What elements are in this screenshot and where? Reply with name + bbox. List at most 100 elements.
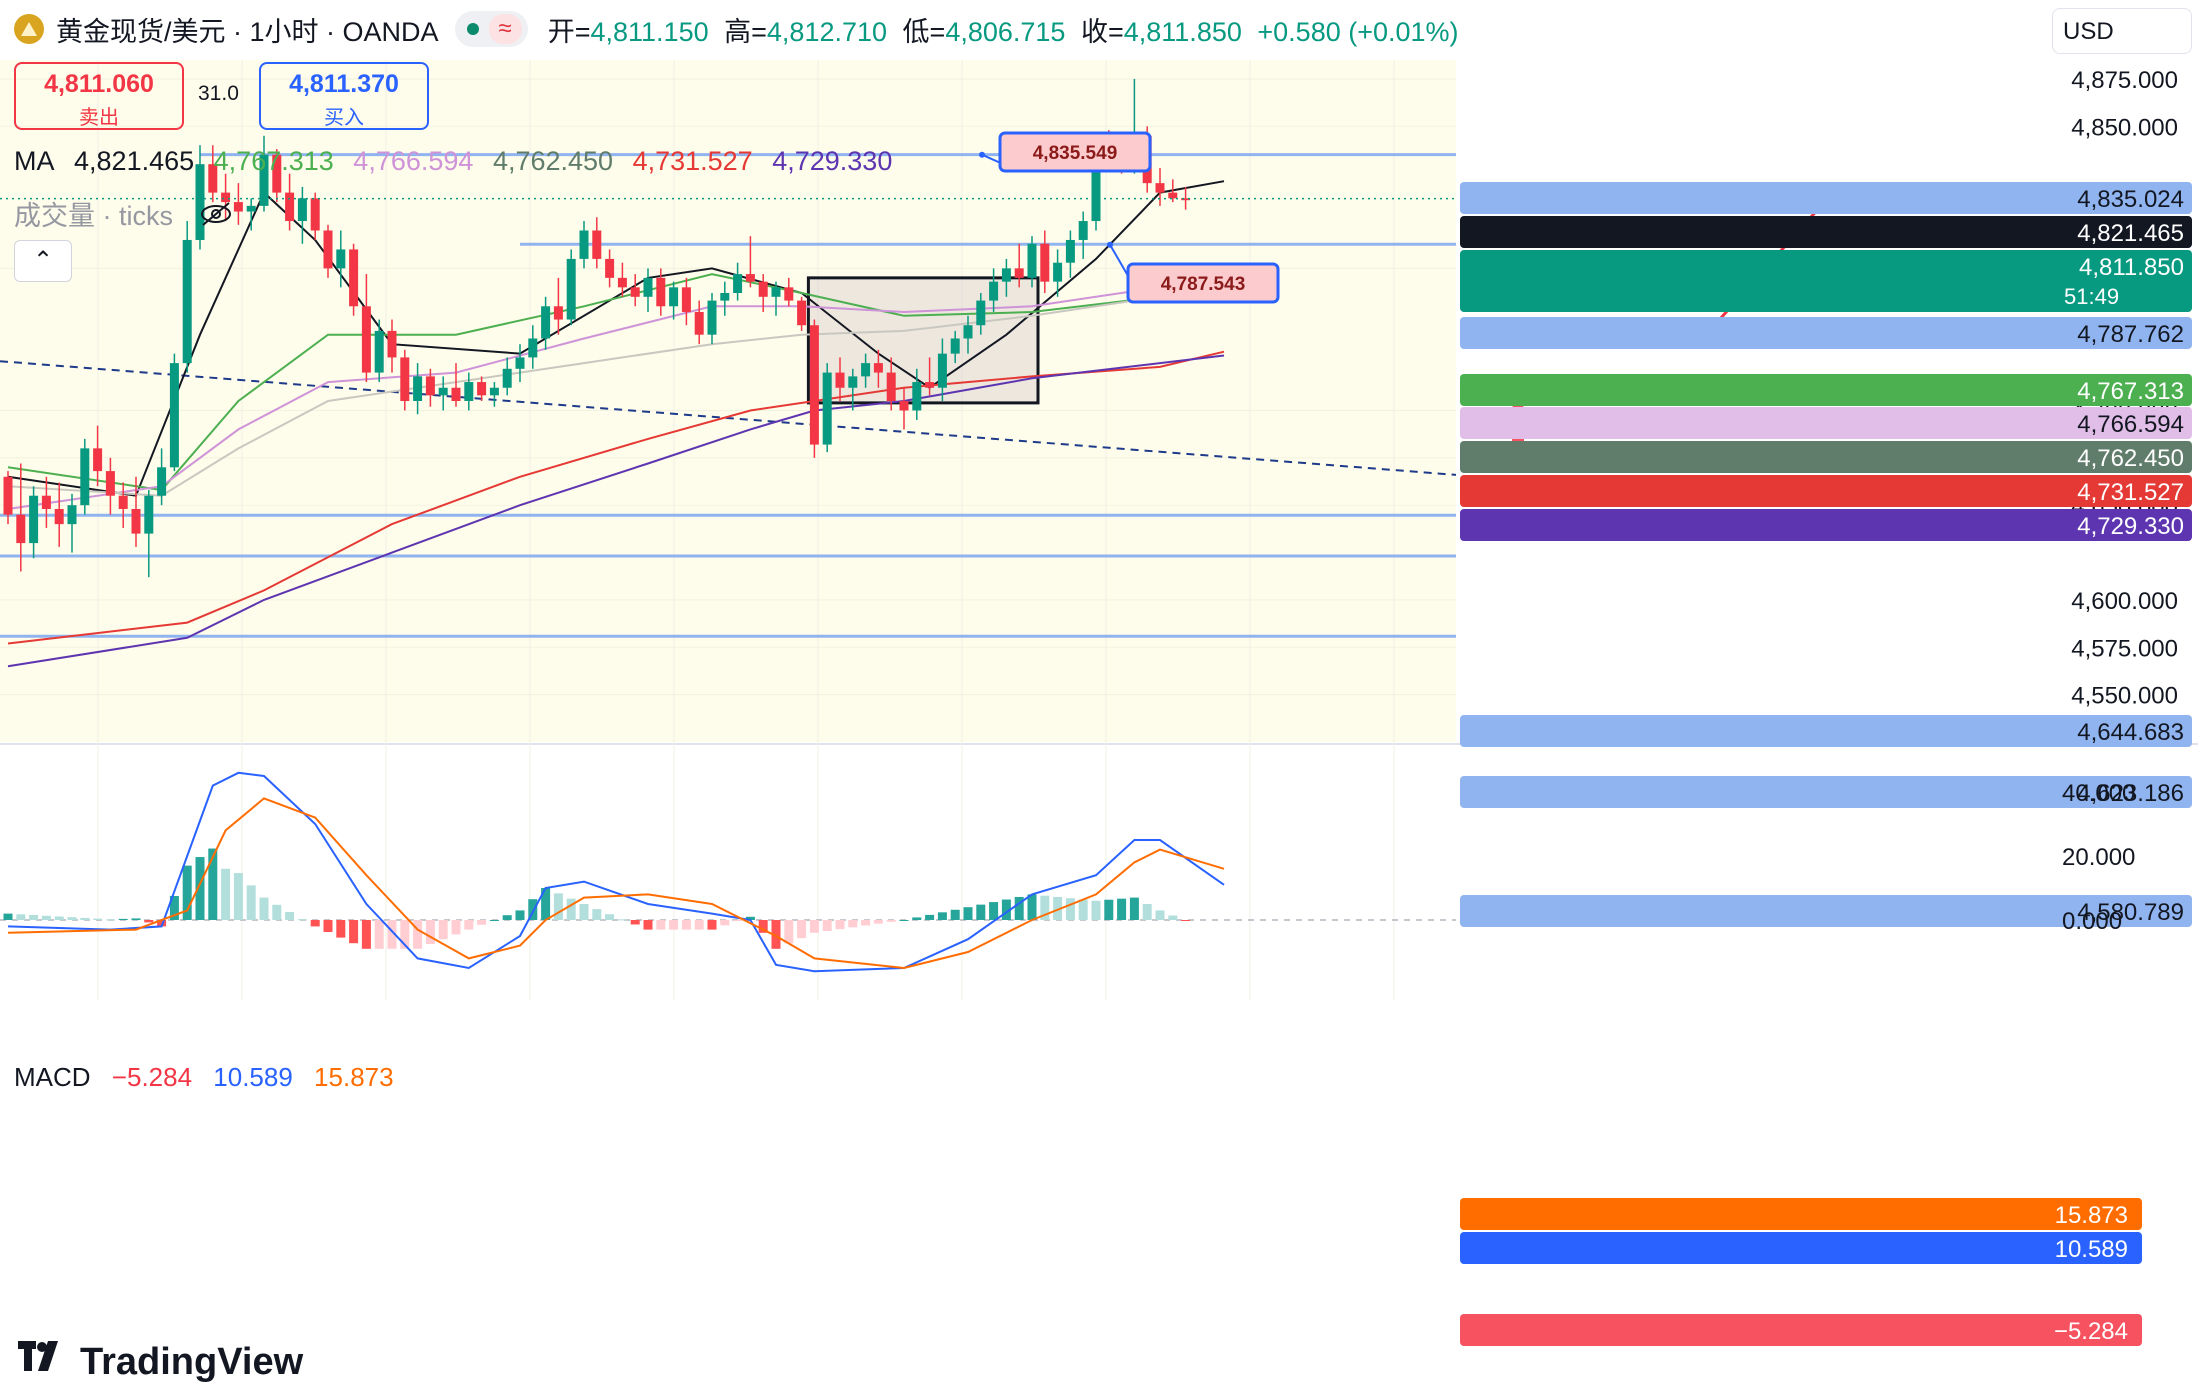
currency-selector[interactable]: USD	[2052, 8, 2192, 54]
ma-legend[interactable]: MA 4,821.465 4,767.313 4,766.594 4,762.4…	[14, 146, 904, 177]
ma-legend-label: MA	[14, 146, 55, 176]
macd-histogram-bar	[822, 920, 832, 931]
macd-histogram-bar	[643, 920, 653, 930]
macd-histogram-bar	[1155, 910, 1165, 920]
macd-legend[interactable]: MACD −5.284 10.589 15.873	[14, 1062, 408, 1093]
candle-body	[1065, 239, 1075, 263]
callout-support: 4,787.543	[1107, 241, 1280, 304]
candle	[797, 296, 807, 331]
macd-histogram-bar	[246, 885, 256, 920]
candle	[976, 293, 986, 335]
candle	[413, 363, 423, 415]
candle-body	[1027, 243, 1037, 278]
candle	[694, 300, 704, 345]
macd-histogram-bar	[93, 918, 103, 920]
macd-histogram-bar	[899, 920, 909, 921]
candle-body	[1181, 198, 1191, 201]
macd-histogram-bar	[41, 915, 51, 920]
candle-body	[374, 330, 384, 373]
price-tag-text: 4,729.330	[2077, 513, 2184, 540]
candle-body	[195, 164, 205, 240]
candle	[592, 217, 602, 269]
candle	[3, 471, 13, 525]
macd-histogram-bar	[118, 918, 128, 920]
ohlc-open-label: 开=	[547, 16, 591, 47]
candle-body	[976, 300, 986, 326]
price-tag-bg	[1460, 374, 2192, 406]
ma-line-1	[7, 180, 1225, 497]
macd-histogram-bar	[950, 909, 960, 920]
candle-body	[438, 387, 448, 396]
candle	[656, 268, 666, 316]
candle	[425, 368, 435, 407]
price-tag: 4,766.594	[1460, 407, 2192, 439]
candle-body	[989, 281, 999, 301]
macd-value-tag: −5.284	[1460, 1314, 2142, 1346]
ohlc-close-label: 收=	[1080, 16, 1124, 47]
candle	[707, 293, 717, 345]
candle-body	[1168, 192, 1178, 199]
macd-histogram-bar	[976, 904, 986, 920]
price-tag-bg	[1460, 182, 2192, 214]
tradingview-mark-icon	[18, 1340, 68, 1385]
price-tag: 4,762.450	[1460, 441, 2192, 473]
candle	[105, 457, 115, 515]
candle	[1014, 243, 1024, 288]
macd-histogram-bar	[553, 893, 563, 920]
candle-body	[848, 376, 858, 388]
price-tag: 4,767.313	[1460, 374, 2192, 406]
tradingview-logo[interactable]: TradingView	[18, 1340, 303, 1385]
candle-body	[758, 281, 768, 297]
macd-value-tag-text: −5.284	[2054, 1318, 2128, 1345]
macd-histogram-bar	[1001, 899, 1011, 920]
macd-histogram-bar	[566, 898, 576, 920]
ohlc-high-value: 4,812.710	[766, 16, 888, 47]
ohlc-open-value: 4,811.150	[590, 16, 709, 47]
sell-button[interactable]: 4,811.060 卖出	[14, 62, 184, 130]
macd-histogram-bar	[1104, 899, 1114, 920]
price-tag-text: 4,811.850	[2079, 254, 2184, 281]
collapse-legend-button[interactable]: ⌃	[14, 240, 72, 282]
candle-body	[29, 495, 39, 544]
macd-histogram-bar	[272, 904, 282, 920]
ma-value-6: 4,729.330	[772, 146, 893, 176]
macd-histogram-bar	[1014, 896, 1024, 920]
price-tag-text: 4,821.465	[2077, 220, 2184, 247]
buy-button[interactable]: 4,811.370 买入	[259, 62, 429, 130]
ma-line-6	[7, 354, 1225, 668]
macd-histogram-bar	[1142, 904, 1152, 920]
candle	[617, 262, 627, 297]
macd-value-tag: 15.873	[1460, 1198, 2142, 1230]
candle-body	[323, 230, 333, 269]
price-tag-text: 4,767.313	[2077, 378, 2184, 405]
eye-hidden-icon[interactable]	[199, 201, 233, 234]
candle-body	[937, 353, 947, 388]
candle-body	[285, 192, 295, 222]
candle	[937, 338, 947, 401]
macd-histogram-bar	[937, 912, 947, 920]
macd-histogram-bar	[221, 868, 231, 920]
candle-body	[502, 368, 512, 388]
candle	[733, 262, 743, 301]
candle-body	[451, 387, 461, 401]
volume-legend[interactable]: 成交量 · ticks	[14, 194, 233, 234]
candle-body	[566, 258, 576, 320]
price-tag-text: 4,762.450	[2077, 445, 2184, 472]
candle	[489, 382, 499, 407]
macd-histogram-bar	[797, 920, 807, 939]
macd-histogram-bar	[694, 920, 704, 930]
candle-body	[809, 325, 819, 445]
candle	[771, 281, 781, 316]
candle	[438, 376, 448, 411]
candle-body	[707, 300, 717, 335]
candle	[566, 249, 576, 326]
candle-body	[349, 249, 359, 307]
candle	[1040, 230, 1050, 294]
volume-legend-label: 成交量 · ticks	[14, 201, 173, 231]
macd-histogram-bar	[131, 918, 141, 920]
market-status[interactable]: ≈	[454, 11, 528, 47]
macd-histogram-bar	[835, 920, 845, 930]
candle	[605, 249, 615, 288]
symbol-title[interactable]: 黄金现货/美元 · 1小时 · OANDA	[14, 10, 439, 49]
